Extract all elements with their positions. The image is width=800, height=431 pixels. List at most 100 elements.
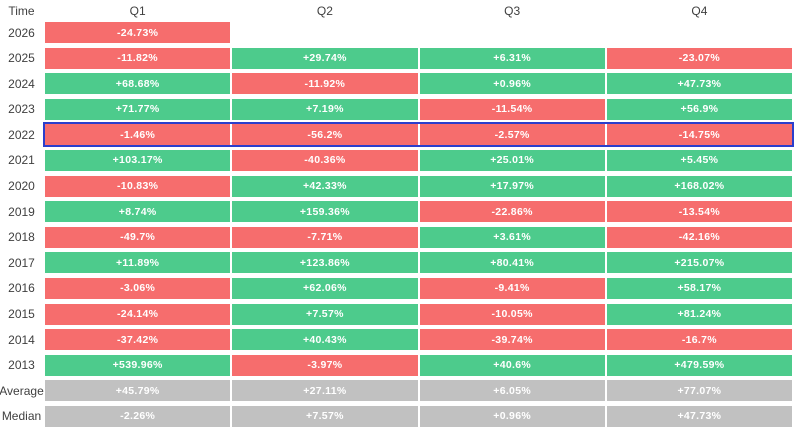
row-cells: -2.26% +7.57% +0.96% +47.73% bbox=[45, 405, 792, 427]
table-cell[interactable]: +7.57% bbox=[232, 303, 418, 325]
header-q1: Q1 bbox=[129, 3, 146, 18]
row-label: 2019 bbox=[8, 204, 35, 219]
table-cell[interactable]: -24.14% bbox=[45, 303, 231, 325]
row-label: 2026 bbox=[8, 25, 35, 40]
table-row: Median -2.26% +7.57% +0.96% +47.73% bbox=[0, 405, 792, 427]
table-cell[interactable]: +8.74% bbox=[45, 201, 231, 223]
table-cell[interactable]: +539.96% bbox=[45, 354, 231, 376]
table-cell[interactable]: +42.33% bbox=[232, 175, 418, 197]
table-cell[interactable]: -14.75% bbox=[606, 124, 792, 146]
table-cell[interactable]: -10.83% bbox=[45, 175, 231, 197]
table-cell[interactable]: +159.36% bbox=[232, 201, 418, 223]
row-label: Average bbox=[0, 383, 44, 398]
table-row: 2016 -3.06% +62.06% -9.41% +58.17% bbox=[0, 277, 792, 299]
table-body: 2026 -24.73% 2025 -11.82% +29.74% +6.31% -23.0… bbox=[0, 22, 794, 427]
table-cell[interactable]: +27.11% bbox=[232, 380, 418, 402]
table-cell[interactable]: -2.26% bbox=[45, 405, 231, 427]
table-cell[interactable]: +40.43% bbox=[232, 329, 418, 351]
table-cell[interactable]: +168.02% bbox=[606, 175, 792, 197]
row-cells: +103.17% -40.36% +25.01% +5.45% bbox=[45, 149, 792, 171]
table-cell[interactable]: -16.7% bbox=[606, 329, 792, 351]
table-cell[interactable]: +62.06% bbox=[232, 277, 418, 299]
row-label: 2021 bbox=[8, 153, 35, 168]
header-q2: Q2 bbox=[316, 3, 333, 18]
table-cell[interactable]: -3.06% bbox=[45, 277, 231, 299]
table-cell[interactable]: +123.86% bbox=[232, 252, 418, 274]
table-cell[interactable]: -11.54% bbox=[419, 98, 605, 120]
row-cells: -3.06% +62.06% -9.41% +58.17% bbox=[45, 277, 792, 299]
table-cell[interactable]: -1.46% bbox=[45, 124, 231, 146]
table-cell[interactable]: +215.07% bbox=[606, 252, 792, 274]
table-cell[interactable]: +0.96% bbox=[419, 405, 605, 427]
table-cell[interactable]: +47.73% bbox=[606, 73, 792, 95]
table-cell[interactable]: -3.97% bbox=[232, 354, 418, 376]
row-cells: +11.89% +123.86% +80.41% +215.07% bbox=[45, 252, 792, 274]
row-label: 2016 bbox=[8, 281, 35, 296]
row-label: 2023 bbox=[8, 102, 35, 117]
table-cell[interactable]: +40.6% bbox=[419, 354, 605, 376]
table-cell[interactable]: -49.7% bbox=[45, 226, 231, 248]
row-label: 2015 bbox=[8, 307, 35, 322]
table-row: 2013 +539.96% -3.97% +40.6% +479.59% bbox=[0, 354, 792, 376]
table-cell-empty bbox=[232, 22, 417, 43]
table-cell[interactable]: -42.16% bbox=[606, 226, 792, 248]
table-cell[interactable]: +81.24% bbox=[606, 303, 792, 325]
table-cell[interactable]: +56.9% bbox=[606, 98, 792, 120]
table-cell[interactable]: +17.97% bbox=[419, 175, 605, 197]
row-label: 2013 bbox=[8, 358, 35, 373]
table-row: 2024 +68.68% -11.92% +0.96% +47.73% bbox=[0, 73, 792, 95]
table-cell[interactable]: +45.79% bbox=[45, 380, 231, 402]
table-cell[interactable]: +29.74% bbox=[232, 47, 418, 69]
table-cell[interactable]: +6.31% bbox=[419, 47, 605, 69]
row-label: 2025 bbox=[8, 51, 35, 66]
table-cell[interactable]: -11.92% bbox=[232, 73, 418, 95]
table-cell[interactable]: +3.61% bbox=[419, 226, 605, 248]
table-cell[interactable]: -40.36% bbox=[232, 149, 418, 171]
table-cell[interactable]: -10.05% bbox=[419, 303, 605, 325]
table-cell[interactable]: +25.01% bbox=[419, 149, 605, 171]
row-cells: +8.74% +159.36% -22.86% -13.54% bbox=[45, 201, 792, 223]
table-cell[interactable]: -56.2% bbox=[232, 124, 418, 146]
table-cell[interactable]: +71.77% bbox=[45, 98, 231, 120]
table-cell[interactable]: +103.17% bbox=[45, 149, 231, 171]
table-cell[interactable]: +11.89% bbox=[45, 252, 231, 274]
table-cell[interactable]: +58.17% bbox=[606, 277, 792, 299]
table-cell[interactable]: -7.71% bbox=[232, 226, 418, 248]
table-row: 2025 -11.82% +29.74% +6.31% -23.07% bbox=[0, 47, 792, 69]
table-cell[interactable]: -37.42% bbox=[45, 329, 231, 351]
table-cell[interactable]: +68.68% bbox=[45, 73, 231, 95]
table-cell[interactable]: -9.41% bbox=[419, 277, 605, 299]
table-cell[interactable]: +6.05% bbox=[419, 380, 605, 402]
table-row: 2019 +8.74% +159.36% -22.86% -13.54% bbox=[0, 201, 792, 223]
table-cell[interactable]: +7.19% bbox=[232, 98, 418, 120]
row-cells-selected: -1.46% -56.2% -2.57% -14.75% bbox=[43, 122, 794, 148]
table-cell[interactable]: -11.82% bbox=[45, 47, 231, 69]
row-label: 2020 bbox=[8, 179, 35, 194]
table-cell[interactable]: -39.74% bbox=[419, 329, 605, 351]
table-cell[interactable]: +0.96% bbox=[419, 73, 605, 95]
header-q3: Q3 bbox=[504, 3, 521, 18]
table-cell[interactable]: +7.57% bbox=[232, 405, 418, 427]
table-row: 2022 -1.46% -56.2% -2.57% -14.75% bbox=[0, 122, 794, 148]
row-cells: -11.82% +29.74% +6.31% -23.07% bbox=[45, 47, 792, 69]
row-label: 2018 bbox=[8, 230, 35, 245]
table-cell[interactable]: +77.07% bbox=[606, 380, 792, 402]
table-cell[interactable]: +479.59% bbox=[606, 354, 792, 376]
table-cell[interactable]: -13.54% bbox=[606, 201, 792, 223]
table-cell[interactable]: -23.07% bbox=[606, 47, 792, 69]
table-row: 2026 -24.73% bbox=[0, 22, 792, 43]
row-cells: -24.73% bbox=[45, 22, 792, 43]
row-cells: +539.96% -3.97% +40.6% +479.59% bbox=[45, 354, 792, 376]
table-row: Average +45.79% +27.11% +6.05% +77.07% bbox=[0, 380, 792, 402]
header-time-label: Time bbox=[8, 3, 35, 18]
table-cell[interactable]: +5.45% bbox=[606, 149, 792, 171]
table-cell-empty bbox=[607, 22, 792, 43]
table-cell[interactable]: -2.57% bbox=[419, 124, 605, 146]
table-cell[interactable]: +80.41% bbox=[419, 252, 605, 274]
table-cell[interactable]: -22.86% bbox=[419, 201, 605, 223]
table-row: 2014 -37.42% +40.43% -39.74% -16.7% bbox=[0, 329, 792, 351]
table-cell[interactable]: -24.73% bbox=[45, 22, 231, 43]
table-cell[interactable]: +47.73% bbox=[606, 405, 792, 427]
row-cells: +45.79% +27.11% +6.05% +77.07% bbox=[45, 380, 792, 402]
